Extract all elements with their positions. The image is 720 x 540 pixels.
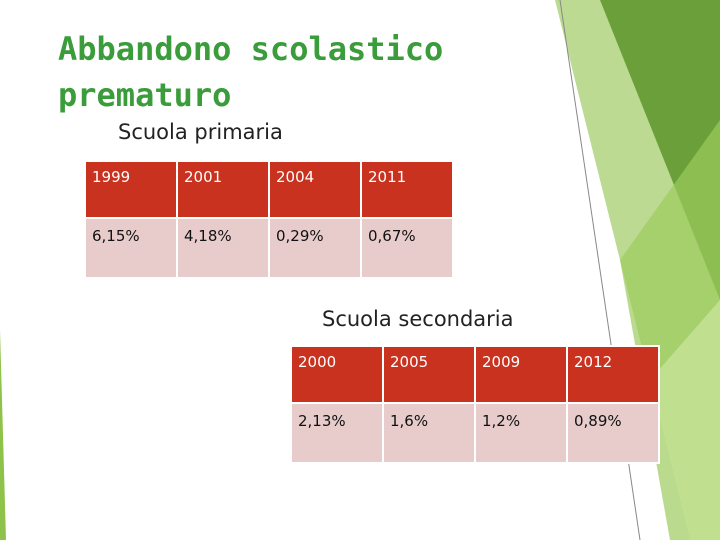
table-cell: 2004: [268, 160, 362, 219]
table: 2000 2005 2009 2012 2,13% 1,6% 1,2% 0,89%: [290, 345, 660, 464]
table-cell: 1999: [84, 160, 178, 219]
table-row: 6,15% 4,18% 0,29% 0,67%: [84, 217, 454, 279]
table-cell: 2,13%: [290, 402, 384, 464]
table-cell: 2012: [566, 345, 660, 404]
table-row: 2,13% 1,6% 1,2% 0,89%: [290, 402, 660, 464]
table-cell: 0,89%: [566, 402, 660, 464]
table-cell: 0,29%: [268, 217, 362, 279]
section-label: Scuola primaria: [118, 120, 283, 144]
table-cell: 6,15%: [84, 217, 178, 279]
table-cell: 2005: [382, 345, 476, 404]
table-row: 1999 2001 2004 2011: [84, 160, 454, 219]
table-row: 2000 2005 2009 2012: [290, 345, 660, 404]
table-cell: 0,67%: [360, 217, 454, 279]
table-cell: 1,2%: [474, 402, 568, 464]
title: Abbandono scolastico prematuro: [58, 30, 444, 114]
table-cell: 2011: [360, 160, 454, 219]
table-cell: 4,18%: [176, 217, 270, 279]
table-cell: 2001: [176, 160, 270, 219]
table-cell: 2009: [474, 345, 568, 404]
section-label: Scuola secondaria: [322, 307, 514, 331]
table-cell: 2000: [290, 345, 384, 404]
table-cell: 1,6%: [382, 402, 476, 464]
table: 1999 2001 2004 2011 6,15% 4,18% 0,29% 0,67%: [84, 160, 454, 279]
